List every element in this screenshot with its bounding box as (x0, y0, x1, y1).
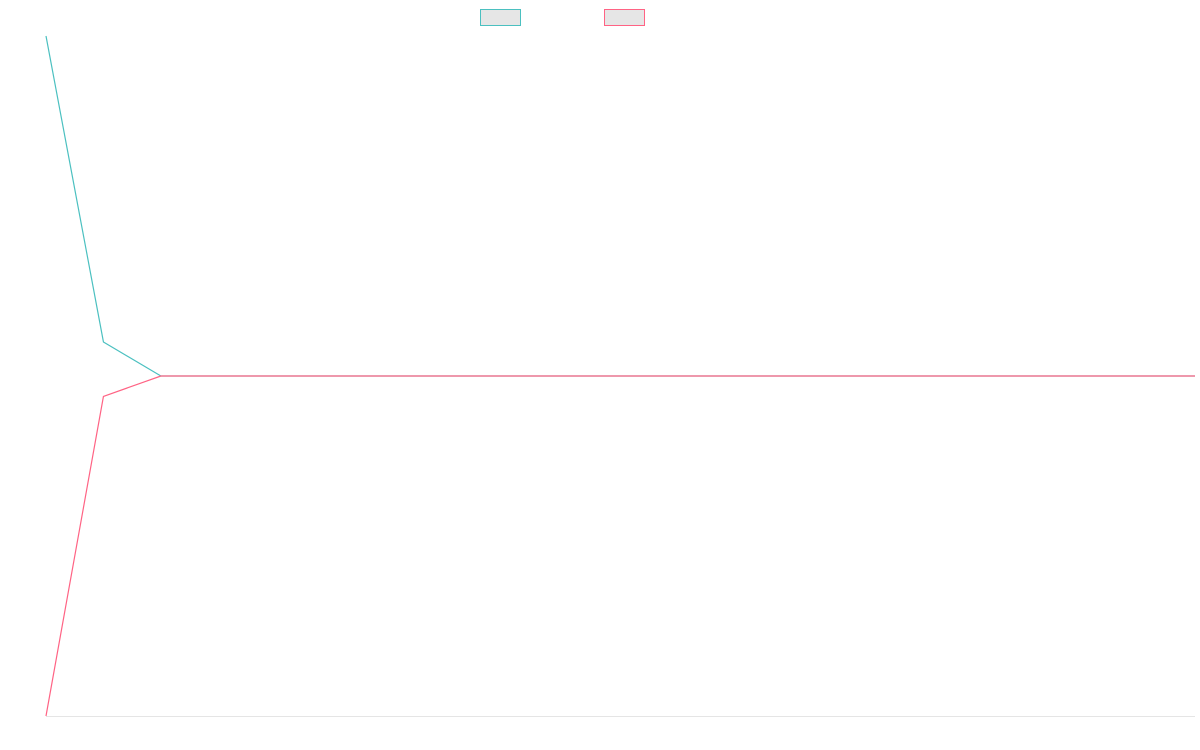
legend-swatch-series-1 (480, 9, 521, 26)
series-1-line (45, 35, 1195, 377)
chart-legend (0, 9, 1200, 27)
series-layer (45, 35, 1195, 717)
legend-item-series-2[interactable] (604, 9, 651, 26)
series-2-line (45, 375, 1195, 717)
legend-swatch-series-2 (604, 9, 645, 26)
legend-item-series-1[interactable] (480, 9, 527, 26)
